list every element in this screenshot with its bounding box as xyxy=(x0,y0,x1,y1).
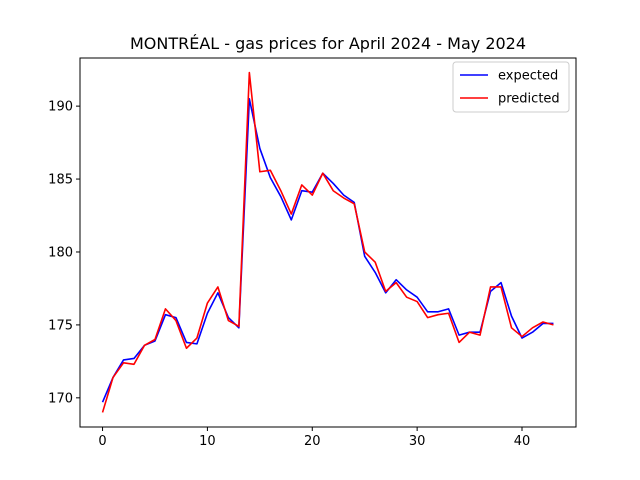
x-tick-label: 40 xyxy=(514,434,531,449)
y-tick-label: 175 xyxy=(48,318,73,333)
legend-label-expected: expected xyxy=(498,69,558,84)
chart-title: MONTRÉAL - gas prices for April 2024 - M… xyxy=(130,34,526,53)
x-tick-label: 0 xyxy=(98,434,106,449)
legend-label-predicted: predicted xyxy=(498,92,560,107)
y-axis: 170 175 180 185 190 xyxy=(48,100,80,406)
series-line-predicted xyxy=(101,71,554,413)
y-tick-label: 180 xyxy=(48,245,73,260)
x-axis: 0 10 20 30 40 xyxy=(98,427,530,449)
x-tick-label: 10 xyxy=(199,434,216,449)
y-tick-label: 185 xyxy=(48,173,73,188)
x-tick-label: 30 xyxy=(409,434,426,449)
x-tick-label: 20 xyxy=(304,434,321,449)
y-tick-label: 190 xyxy=(48,100,73,115)
series-layer xyxy=(101,71,554,413)
plot-frame xyxy=(79,57,577,428)
y-tick-label: 170 xyxy=(48,391,73,406)
plot-area xyxy=(80,58,576,427)
series-line-expected xyxy=(101,98,554,403)
legend: expected predicted xyxy=(452,61,570,113)
